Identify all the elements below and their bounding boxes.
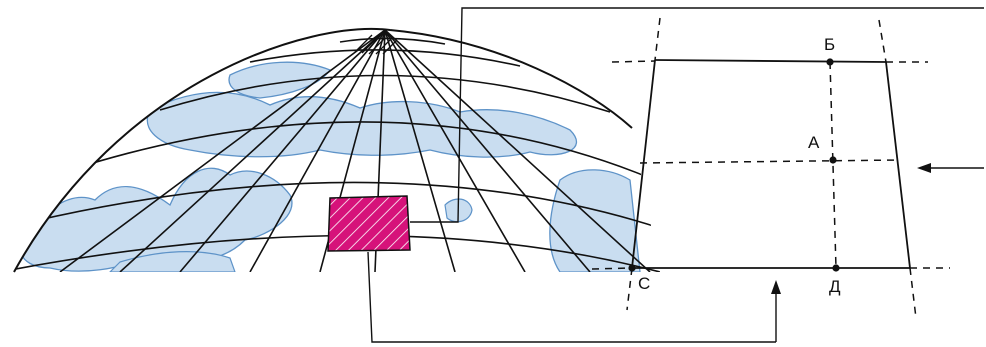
point-a-label: А: [808, 133, 820, 152]
enlarged-cell: Б А С Д: [591, 17, 950, 319]
dashed-extensions: [591, 17, 950, 319]
highlighted-grid-cell: [327, 195, 411, 252]
point-b-label: Б: [824, 35, 835, 54]
globe-outline: [13, 28, 633, 273]
arrow-left: [917, 163, 984, 173]
north-coast-landmass: [146, 91, 578, 158]
connector-bottom: [367, 251, 776, 343]
point-c-label: С: [638, 274, 650, 293]
meridians: [59, 29, 651, 272]
southern-coast-landmass: [108, 251, 236, 272]
scandinavia-landmass: [228, 61, 331, 99]
europe-landmass: [19, 167, 293, 272]
point-a-marker: [829, 156, 837, 164]
point-b-marker: [826, 58, 834, 66]
arrow-up: [771, 280, 781, 342]
point-d-label: Д: [829, 277, 841, 296]
connector-top: [410, 7, 984, 223]
point-c-marker: [628, 264, 636, 272]
land-masses: [19, 61, 641, 272]
pole-hatching: [354, 34, 397, 55]
point-d-marker: [832, 264, 840, 272]
